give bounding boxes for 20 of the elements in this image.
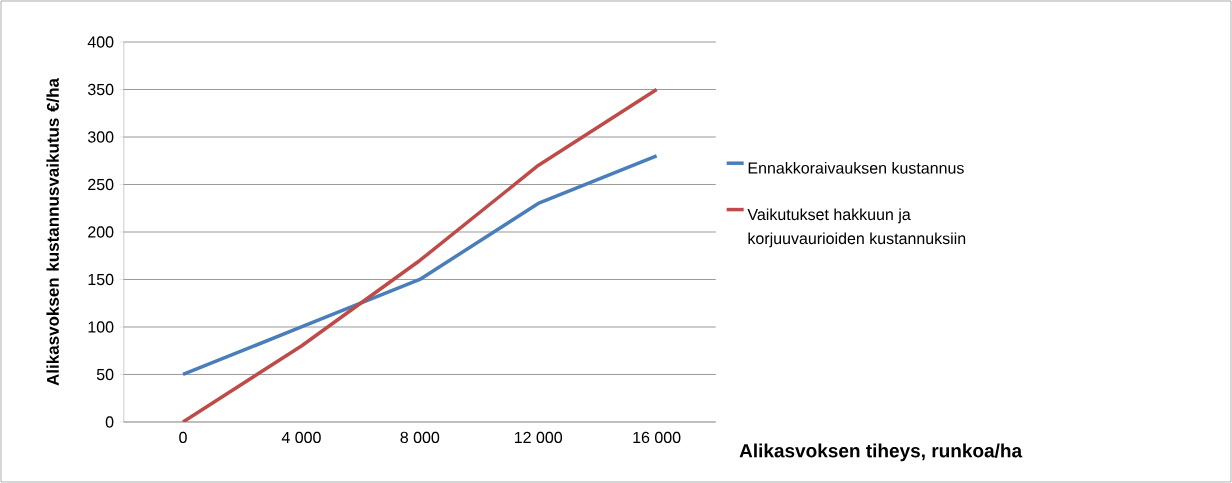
y-tick-label: 400 [87,36,114,48]
line-series [181,154,659,377]
x-tick-label: 12 000 [514,431,563,444]
x-tick-label: 4 000 [281,431,321,444]
y-tick-label: 100 [88,321,114,333]
y-tick-label: 200 [88,226,114,238]
y-tick-label: 250 [88,178,114,191]
x-tick-label: 16 000 [633,431,681,444]
y-axis-title: Alikasvoksen kustannusvaikutus €/ha [46,77,60,386]
x-tick-label: 8 000 [400,431,440,444]
line-series [181,87,659,422]
y-tick-label: 50 [96,368,114,381]
x-axis-title: Alikasvoksen tiheys, runkoa/ha [739,443,1023,462]
y-tick-label: 0 [105,416,114,428]
y-tick-label: 350 [87,83,114,96]
legend-label: Vaikutukset hakkuun ja korjuuvaurioiden kustannuksiin [747,208,966,248]
y-tick-label: 150 [88,273,114,286]
x-tick-label: 0 [179,431,187,444]
y-tick-label: 300 [87,131,114,143]
legend-label: Ennakkoraivauksen kustannus [748,162,964,174]
